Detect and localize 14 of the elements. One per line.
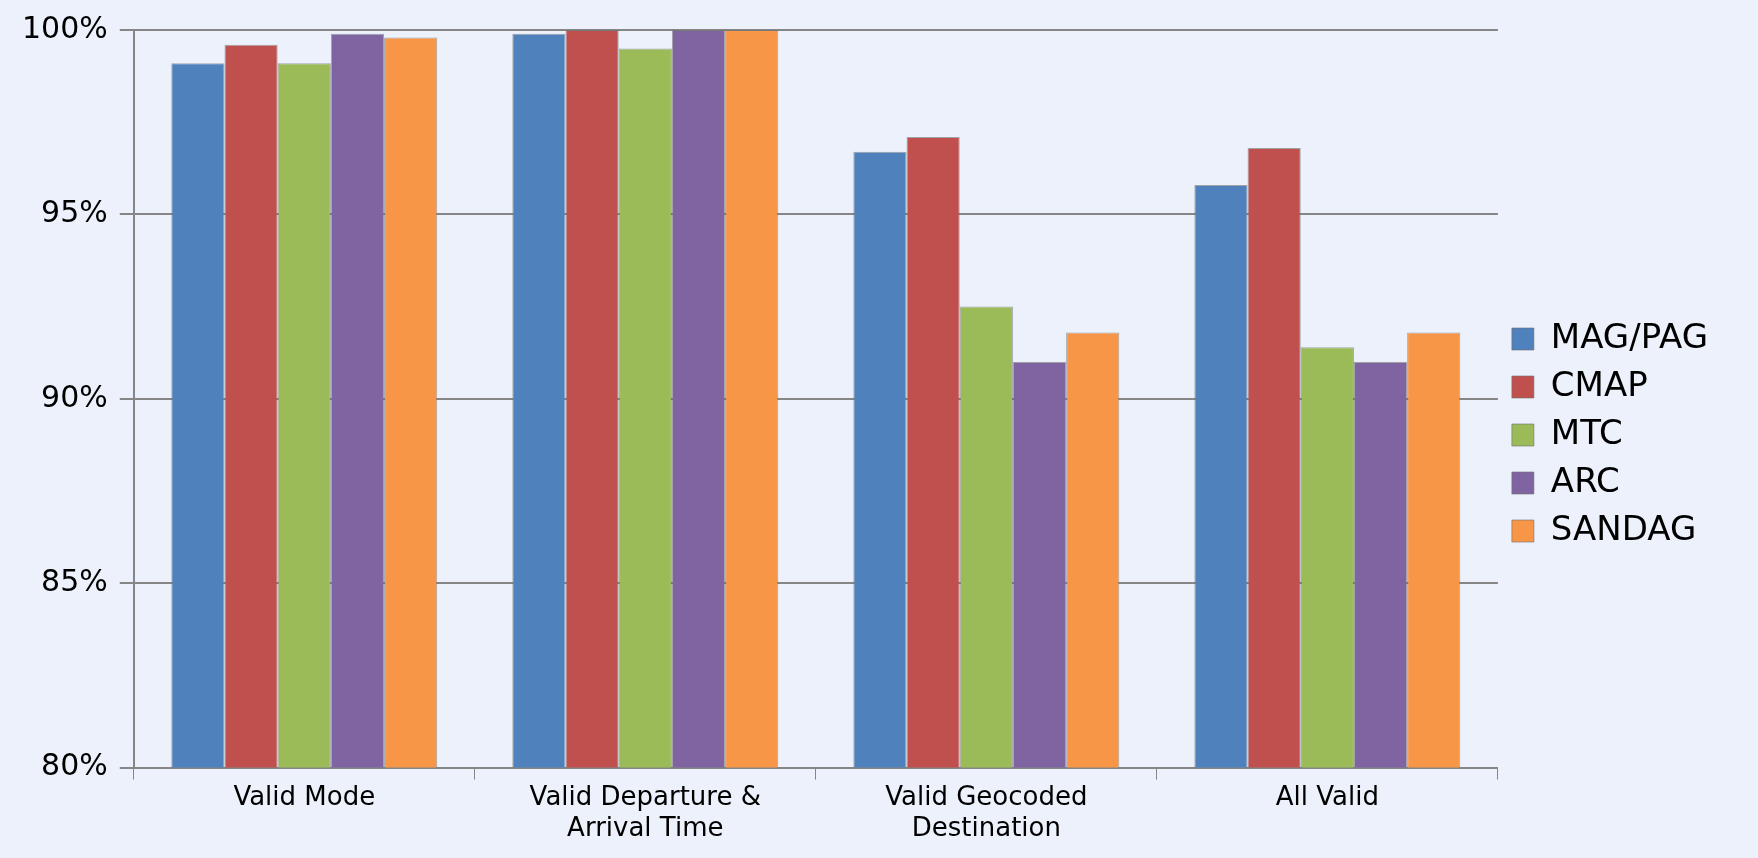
legend-label: ARC xyxy=(1550,459,1620,500)
y-tick-label: 90% xyxy=(41,378,108,414)
x-tick-label: Valid Geocoded Destination xyxy=(885,780,1088,843)
y-tick-label: 80% xyxy=(41,747,108,783)
x-tick-label: Valid Departure & Arrival Time xyxy=(529,780,761,843)
legend-label: SANDAG xyxy=(1550,507,1697,548)
y-tick-label: 85% xyxy=(41,563,108,598)
y-tick-label: 100% xyxy=(21,9,108,45)
legend-label: CMAP xyxy=(1550,363,1648,404)
x-tick-label: All Valid xyxy=(1275,780,1379,811)
legend-label: MAG/PAG xyxy=(1550,315,1709,356)
legend-label: MTC xyxy=(1550,411,1623,452)
x-tick-label: Valid Mode xyxy=(233,780,376,811)
y-tick-label: 95% xyxy=(41,194,108,230)
